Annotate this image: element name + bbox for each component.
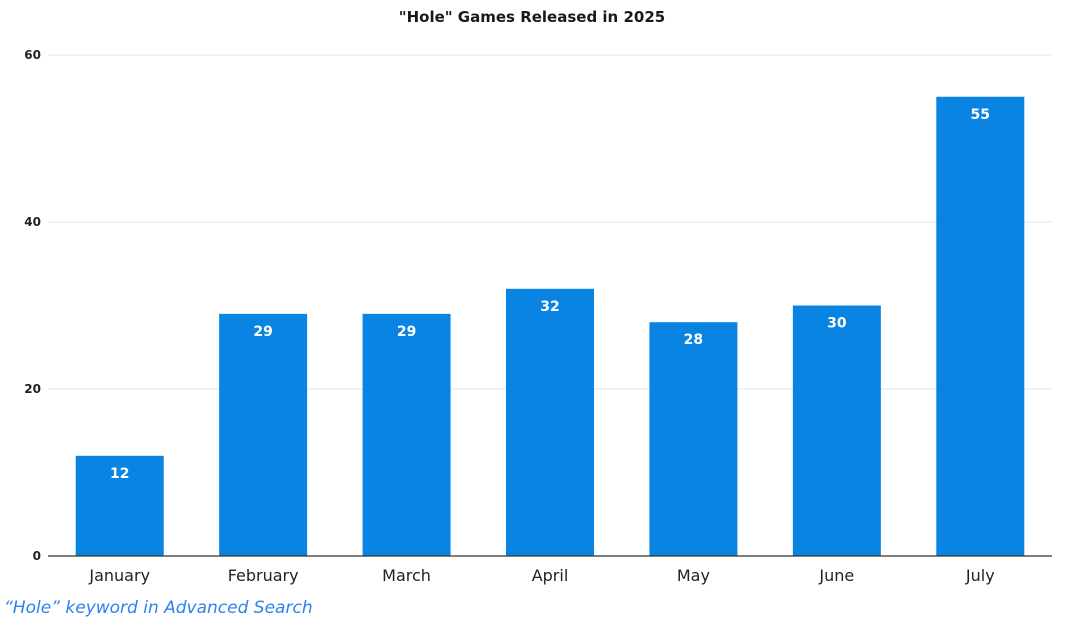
data-label: 28	[684, 332, 703, 348]
bar	[362, 313, 451, 556]
bars	[75, 96, 1025, 556]
y-tick-label: 20	[24, 382, 41, 396]
y-tick-label: 40	[24, 215, 41, 229]
x-tick-label: January	[88, 566, 150, 585]
data-label: 12	[110, 466, 129, 482]
bar	[506, 288, 594, 556]
x-tick-label: April	[532, 566, 569, 585]
x-tick-label: June	[818, 566, 854, 585]
x-tick-label: March	[382, 566, 431, 585]
data-label: 30	[827, 316, 847, 332]
x-tick-label: February	[228, 566, 299, 585]
data-label: 55	[971, 107, 990, 123]
data-label: 29	[253, 324, 272, 340]
bar	[936, 96, 1025, 556]
bar	[649, 322, 738, 556]
x-tick-label: May	[677, 566, 710, 585]
bar-chart: "Hole" Games Released in 2025 0 20 40 60 12…	[24, 8, 1052, 585]
data-label: 29	[397, 324, 416, 340]
bar	[75, 455, 164, 556]
bar	[792, 305, 881, 556]
x-axis-ticks: January February March April May June July	[88, 566, 994, 585]
x-tick-label: July	[965, 566, 995, 585]
y-tick-label: 60	[24, 48, 41, 62]
y-tick-label: 0	[33, 549, 41, 563]
chart-title: "Hole" Games Released in 2025	[399, 8, 665, 26]
data-labels: 12 29 29 32 28 30 55	[110, 107, 990, 482]
data-label: 32	[540, 299, 559, 315]
y-axis-ticks: 0 20 40 60	[24, 48, 41, 563]
chart-caption: “Hole” keyword in Advanced Search	[4, 598, 313, 618]
bar	[219, 313, 308, 556]
